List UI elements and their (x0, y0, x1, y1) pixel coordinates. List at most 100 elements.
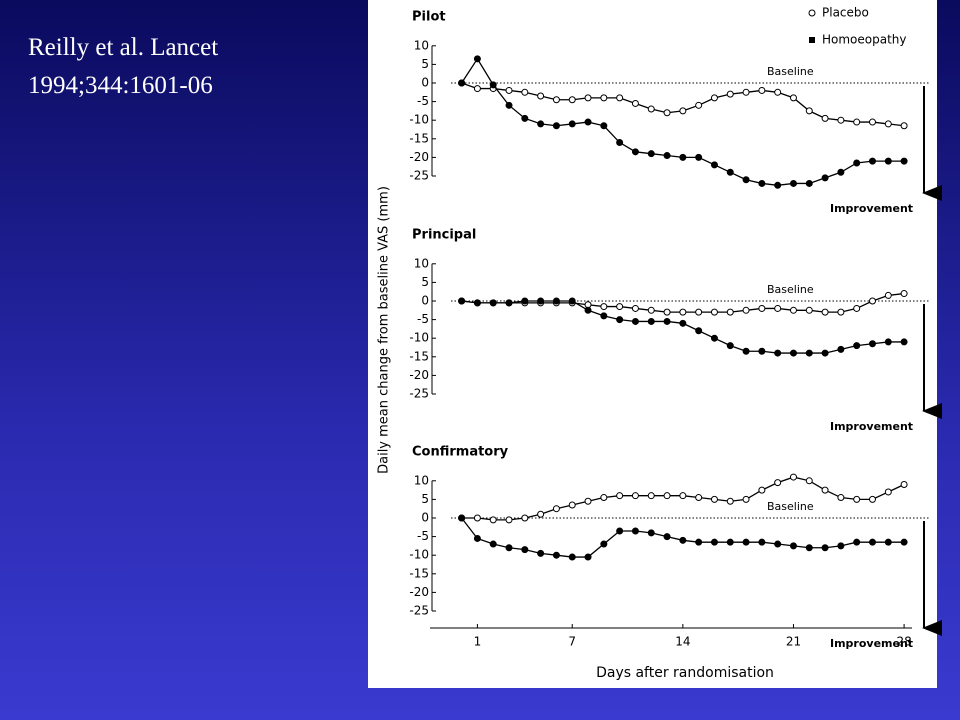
y-tick-label: -15 (409, 131, 429, 145)
point (774, 349, 782, 357)
y-tick-label: 0 (421, 511, 429, 525)
point (600, 312, 608, 320)
point (821, 174, 829, 182)
point (568, 553, 576, 561)
point (900, 290, 908, 298)
point (774, 304, 782, 312)
point (726, 342, 734, 350)
y-tick-label: 5 (421, 57, 429, 71)
point (789, 542, 797, 550)
point (695, 538, 703, 546)
y-tick-label: -25 (409, 604, 429, 618)
point (774, 88, 782, 96)
point (695, 153, 703, 161)
point (726, 90, 734, 98)
point (473, 299, 481, 307)
point (853, 342, 861, 350)
point (521, 546, 529, 554)
baseline-label: Baseline (767, 65, 814, 78)
point (631, 492, 639, 500)
point (805, 349, 813, 357)
point (631, 99, 639, 107)
baseline-label: Baseline (767, 283, 814, 296)
y-tick-label: -20 (409, 368, 429, 382)
point (600, 540, 608, 548)
point (552, 297, 560, 305)
point (821, 544, 829, 552)
point (537, 120, 545, 128)
point (600, 303, 608, 311)
x-tick-label: 28 (896, 635, 911, 649)
point (789, 94, 797, 102)
y-tick-label: -20 (409, 150, 429, 164)
point (742, 495, 750, 503)
point (853, 304, 861, 312)
point (584, 497, 592, 505)
y-tick-label: -5 (417, 529, 429, 543)
point (868, 297, 876, 305)
point (710, 308, 718, 316)
point (884, 120, 892, 128)
point (616, 316, 624, 324)
point (900, 538, 908, 546)
point (821, 308, 829, 316)
point (679, 107, 687, 115)
point (853, 118, 861, 126)
point (647, 529, 655, 537)
point (537, 92, 545, 100)
y-tick-label: -25 (409, 169, 429, 183)
point (600, 94, 608, 102)
point (742, 306, 750, 314)
point (489, 81, 497, 89)
point (647, 317, 655, 325)
point (631, 527, 639, 535)
y-tick-label: -5 (417, 94, 429, 108)
point (552, 96, 560, 104)
point (789, 349, 797, 357)
y-tick-label: -20 (409, 585, 429, 599)
y-tick-label: 10 (414, 473, 429, 487)
point (726, 168, 734, 176)
y-tick-label: 10 (414, 256, 429, 270)
legend-marker (808, 9, 816, 17)
y-tick-label: 0 (421, 294, 429, 308)
point (726, 497, 734, 505)
point (868, 538, 876, 546)
point (647, 150, 655, 158)
y-tick-label: -25 (409, 387, 429, 401)
point (695, 308, 703, 316)
point (631, 148, 639, 156)
point (758, 538, 766, 546)
point (900, 338, 908, 346)
baseline-label: Baseline (767, 500, 814, 513)
point (821, 349, 829, 357)
point (600, 122, 608, 130)
x-tick-label: 14 (675, 635, 690, 649)
panel-title: Principal (412, 227, 476, 242)
point (853, 495, 861, 503)
y-tick-label: -5 (417, 312, 429, 326)
point (568, 120, 576, 128)
point (458, 79, 466, 87)
point (584, 306, 592, 314)
point (647, 105, 655, 113)
point (616, 94, 624, 102)
point (537, 549, 545, 557)
point (868, 495, 876, 503)
point (537, 297, 545, 305)
point (679, 319, 687, 327)
point (726, 308, 734, 316)
point (616, 527, 624, 535)
point (505, 516, 513, 524)
point (679, 308, 687, 316)
point (695, 327, 703, 335)
point (505, 299, 513, 307)
point (868, 157, 876, 165)
point (647, 492, 655, 500)
point (663, 308, 671, 316)
x-axis-label: Days after randomisation (596, 665, 774, 681)
legend-label: Placebo (822, 6, 869, 20)
point (663, 492, 671, 500)
improvement-label: Improvement (830, 202, 913, 215)
